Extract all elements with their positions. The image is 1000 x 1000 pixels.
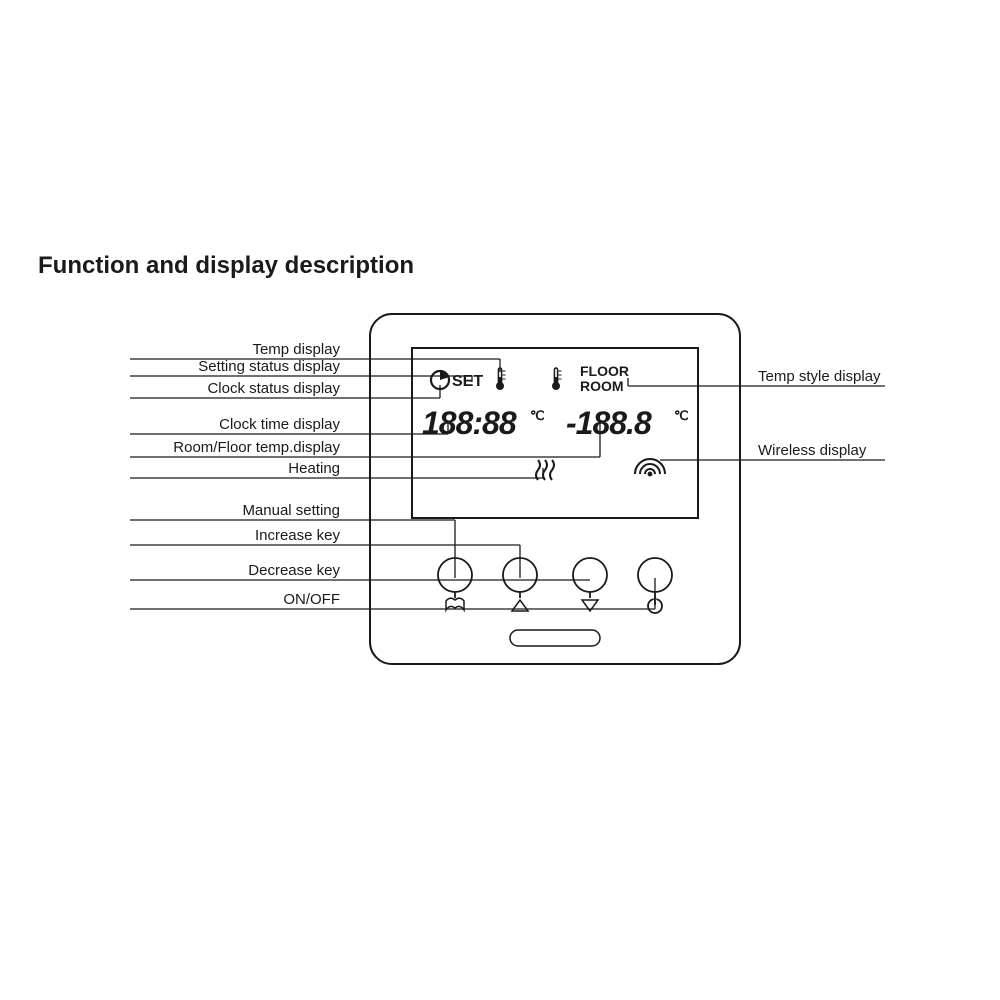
callout-label-left: Setting status display bbox=[198, 358, 340, 375]
svg-text:ROOM: ROOM bbox=[580, 378, 624, 394]
svg-text:℃: ℃ bbox=[674, 408, 689, 423]
svg-text:℃: ℃ bbox=[530, 408, 545, 423]
svg-text:-188.8: -188.8 bbox=[566, 405, 652, 441]
callout-label-left: ON/OFF bbox=[283, 591, 340, 608]
svg-text:FLOOR: FLOOR bbox=[580, 363, 629, 379]
diagram-svg: SETFLOORROOM188:88℃-188.8℃ bbox=[0, 0, 1000, 1000]
callout-label-left: Clock status display bbox=[207, 380, 340, 397]
callout-label-left: Heating bbox=[288, 460, 340, 477]
callout-label-left: Temp display bbox=[252, 341, 340, 358]
callout-label-right: Wireless display bbox=[758, 442, 866, 459]
callout-label-left: Clock time display bbox=[219, 416, 340, 433]
svg-text:188:88: 188:88 bbox=[422, 405, 517, 441]
callout-label-left: Room/Floor temp.display bbox=[173, 439, 340, 456]
callout-label-left: Decrease key bbox=[248, 562, 340, 579]
callout-label-left: Manual setting bbox=[242, 502, 340, 519]
callout-label-right: Temp style display bbox=[758, 368, 881, 385]
callout-label-left: Increase key bbox=[255, 527, 340, 544]
